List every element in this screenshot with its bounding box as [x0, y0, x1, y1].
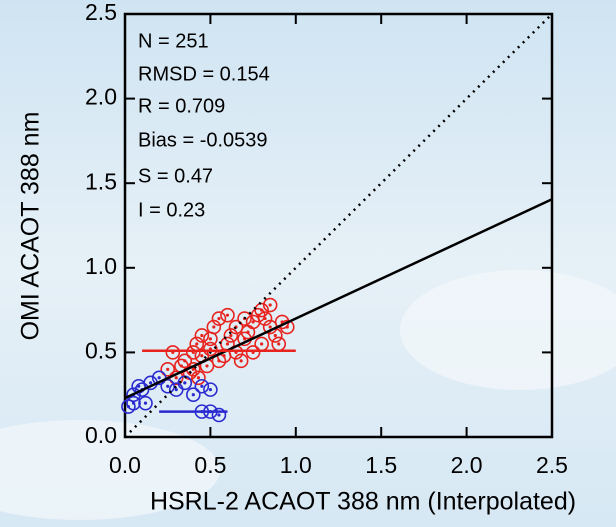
- point-center: [205, 364, 209, 368]
- point: [228, 319, 244, 335]
- plot-frame: [123, 12, 554, 439]
- x-axis-title: HSRL-2 ACAOT 388 nm (Interpolated): [150, 488, 576, 516]
- point-center: [225, 313, 230, 317]
- point-center: [273, 333, 277, 338]
- point: [194, 378, 210, 394]
- point: [203, 341, 218, 357]
- point: [245, 345, 261, 360]
- point-center: [166, 367, 170, 371]
- annotation: RMSD = 0.154: [138, 63, 270, 85]
- point-center: [212, 325, 216, 329]
- point: [220, 307, 235, 323]
- point: [262, 297, 278, 313]
- line: [124, 198, 553, 400]
- point-center: [225, 342, 230, 346]
- point-center: [208, 388, 212, 392]
- y-tick-label: 2.0: [85, 84, 117, 110]
- point-center: [217, 359, 221, 363]
- x-tick-label: 1.0: [280, 452, 312, 478]
- point: [206, 319, 222, 335]
- point: [160, 362, 175, 377]
- point-center: [191, 367, 195, 371]
- y-tick-label: 2.5: [85, 0, 117, 25]
- point: [186, 387, 201, 403]
- annotation: S = 0.47: [138, 165, 213, 187]
- point-center: [179, 364, 183, 368]
- y-tick-label: 1.0: [85, 253, 117, 279]
- cloud: [0, 420, 220, 520]
- annotation: N = 251: [138, 30, 209, 52]
- point: [191, 370, 206, 386]
- point-center: [157, 376, 161, 380]
- point-center: [217, 413, 221, 417]
- point: [223, 328, 239, 343]
- point-center: [200, 333, 204, 338]
- point: [186, 345, 201, 360]
- point-center: [174, 388, 178, 392]
- point: [211, 311, 227, 326]
- point-center: [191, 393, 195, 397]
- point-center: [174, 376, 178, 380]
- x-tick-label: 0.5: [194, 452, 226, 478]
- point-center: [229, 333, 233, 338]
- point: [257, 311, 273, 326]
- point-center: [268, 303, 272, 307]
- point-center: [200, 384, 204, 388]
- point: [203, 382, 218, 397]
- point-center: [277, 342, 281, 346]
- annotation: R = 0.709: [138, 95, 225, 117]
- point-center: [285, 325, 289, 329]
- point: [194, 328, 210, 343]
- point: [254, 302, 269, 318]
- point-center: [251, 320, 255, 324]
- y-axis-title: OMI ACAOT 388 nm: [17, 112, 45, 341]
- point-center: [239, 359, 243, 363]
- x-tick-label: 2.0: [451, 452, 483, 478]
- annotation: Bias = -0.0539: [138, 129, 268, 151]
- x-tick-label: 0.0: [109, 452, 141, 478]
- point-center: [200, 354, 204, 358]
- point-center: [217, 316, 221, 321]
- point-center: [196, 376, 201, 380]
- annotation: I = 0.23: [138, 199, 205, 221]
- point-center: [183, 381, 187, 385]
- point-center: [260, 308, 264, 312]
- point: [126, 395, 141, 411]
- y-tick-label: 0.5: [85, 337, 117, 363]
- y-tick-label: 1.5: [85, 168, 117, 194]
- point-center: [143, 401, 148, 405]
- point-center: [260, 342, 264, 346]
- x-tick-label: 2.5: [536, 452, 568, 478]
- x-tick-label: 1.5: [365, 452, 397, 478]
- point: [237, 311, 252, 326]
- point-center: [149, 381, 153, 385]
- point-center: [195, 342, 199, 346]
- point-center: [246, 330, 250, 334]
- point: [233, 353, 249, 369]
- y-tick-label: 0.0: [85, 422, 117, 448]
- point-center: [268, 325, 272, 329]
- point-center: [263, 316, 267, 321]
- point-center: [208, 337, 212, 341]
- point: [279, 319, 295, 335]
- cloud: [400, 270, 616, 390]
- point: [126, 387, 141, 403]
- point-center: [131, 401, 136, 405]
- point: [138, 395, 153, 411]
- point: [165, 345, 181, 360]
- point: [211, 407, 227, 423]
- point: [160, 378, 175, 394]
- point-center: [166, 384, 170, 388]
